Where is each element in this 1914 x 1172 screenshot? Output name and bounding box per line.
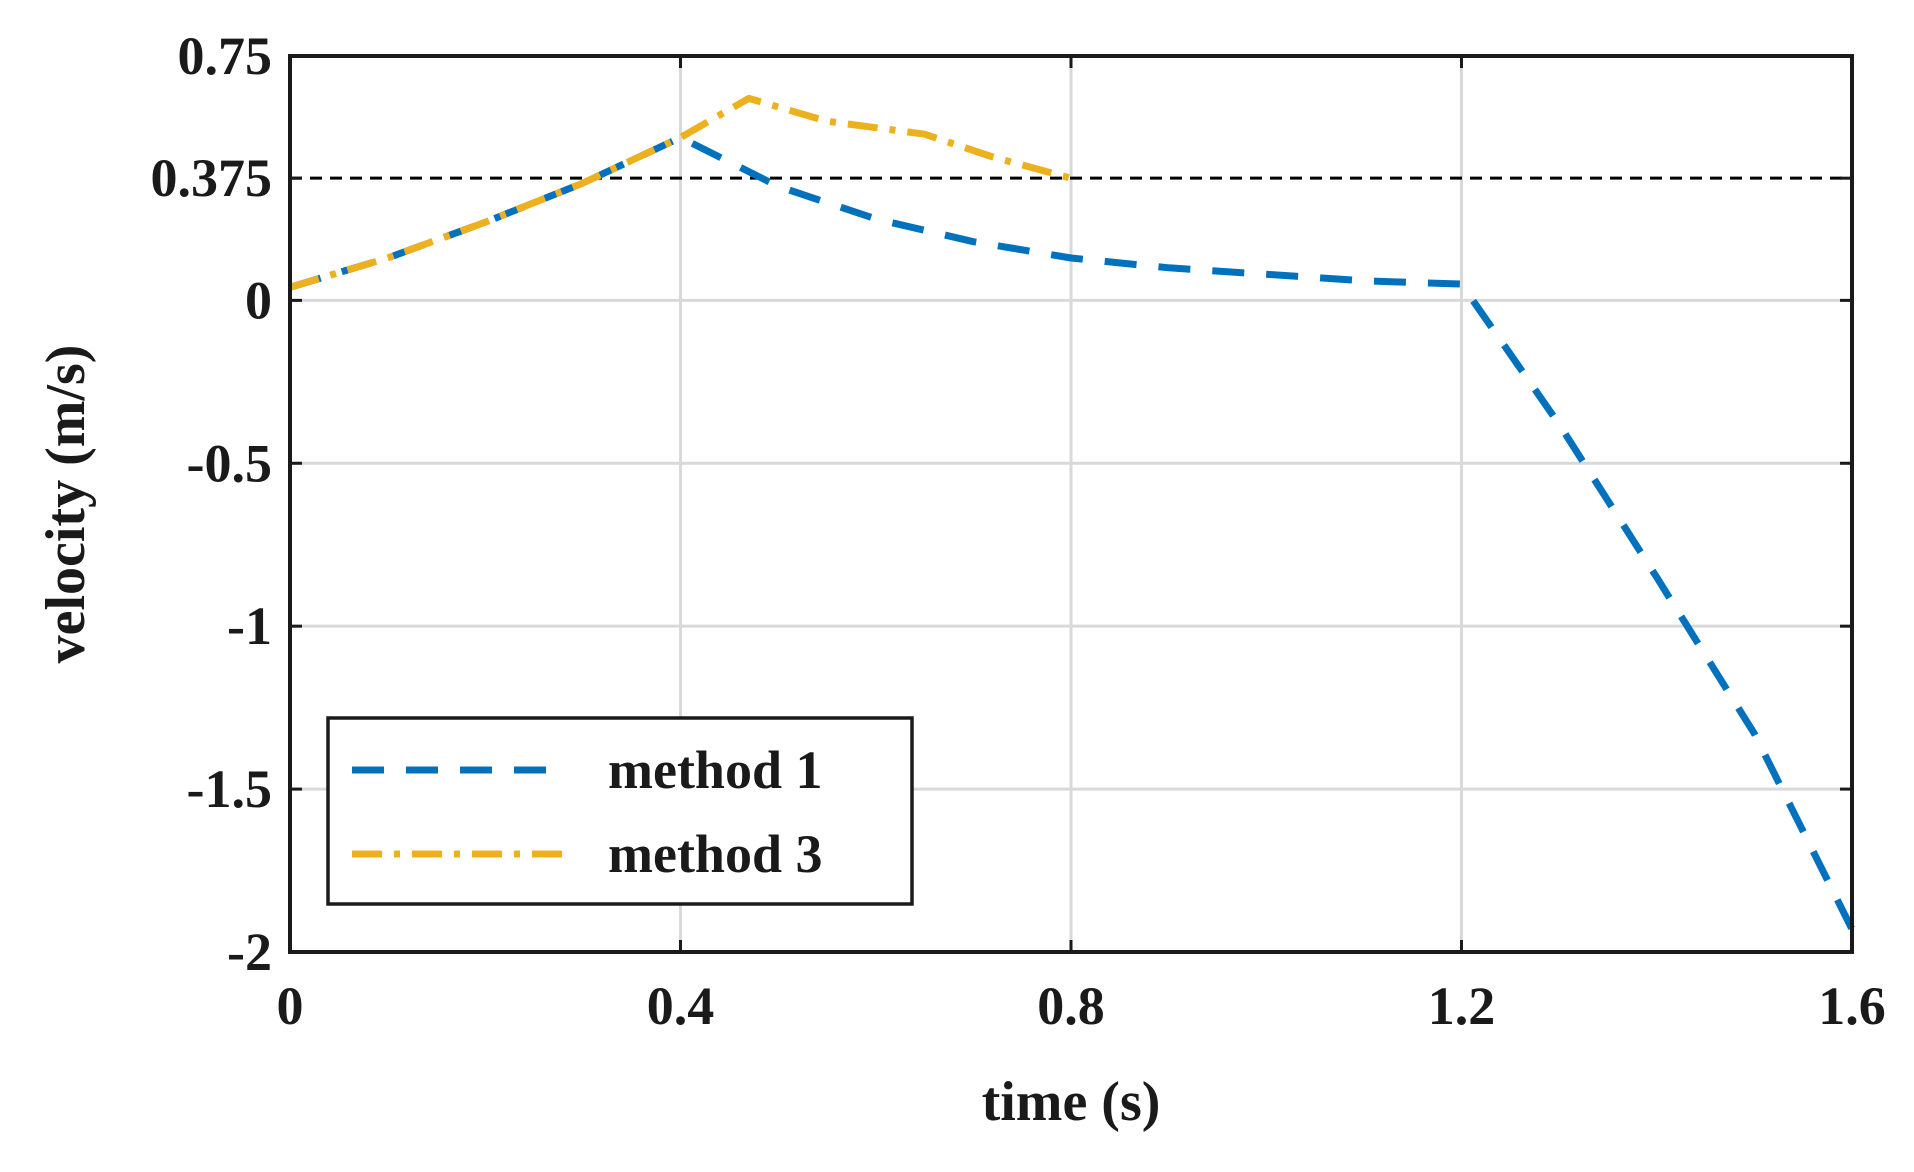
y-tick-label: 0.75 xyxy=(178,26,273,86)
y-tick-label: -2 xyxy=(227,922,272,982)
y-tick-label: -1.5 xyxy=(187,759,272,819)
x-axis-title: time (s) xyxy=(982,1071,1161,1133)
x-tick-label: 0.8 xyxy=(1037,976,1105,1036)
series-line-method-1 xyxy=(288,134,1856,931)
tick-mark-layer xyxy=(288,54,1854,954)
legend-label-method-3: method 3 xyxy=(608,824,823,884)
legend-label-method-1: method 1 xyxy=(608,740,823,800)
tick-label-layer: 0 0.4 0.8 1.2 1.6 0.75 0.375 0 -0.5 -1 -1.5 -2 xyxy=(151,26,1886,1036)
x-tick-label: 0.4 xyxy=(647,976,715,1036)
y-axis-title: velocity (m/s) xyxy=(35,345,97,664)
y-tick-label: -0.5 xyxy=(187,433,272,493)
series-layer xyxy=(288,94,1856,931)
x-tick-label: 1.6 xyxy=(1818,976,1886,1036)
y-tick-label: 0.375 xyxy=(151,148,273,208)
x-tick-label: 1.2 xyxy=(1428,976,1496,1036)
legend-box xyxy=(326,716,914,906)
x-tick-label: 0 xyxy=(277,976,304,1036)
legend: method 1 method 3 xyxy=(326,716,914,906)
y-tick-label: 0 xyxy=(245,270,272,330)
y-tick-label: -1 xyxy=(227,596,272,656)
